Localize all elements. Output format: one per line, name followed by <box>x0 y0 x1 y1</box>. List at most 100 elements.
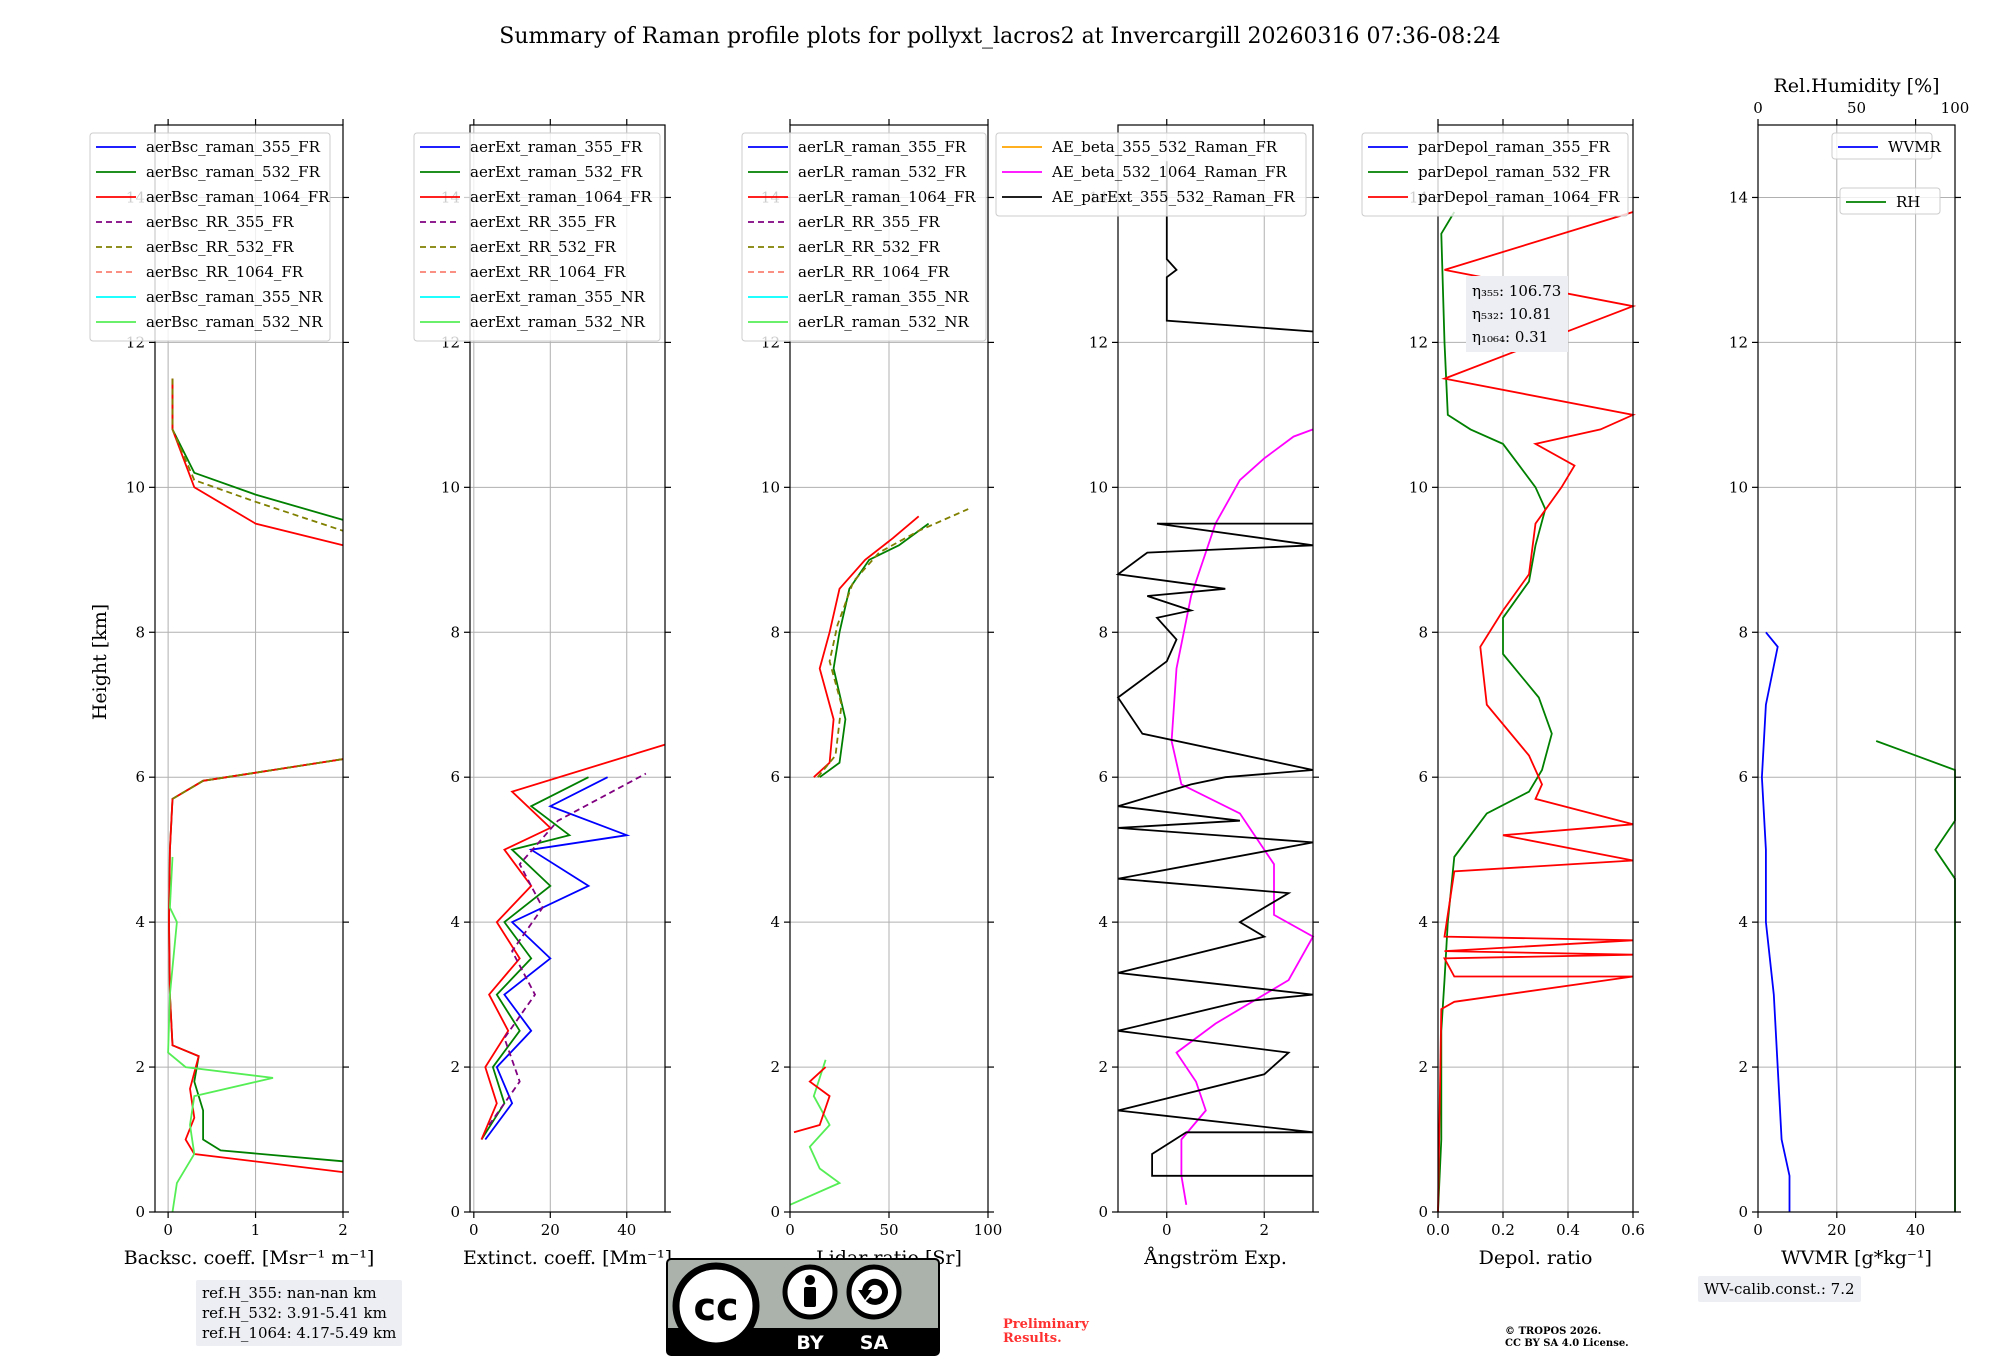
y-tick-label: 10 <box>126 478 145 496</box>
panel-wv: 0 20 40 0 2 4 6 8 10 12 14 WVMR [g*kg⁻¹] 0 50 100Rel.H… <box>1729 75 1969 1269</box>
eta-box <box>1466 276 1568 352</box>
x-tick-label: 40 <box>617 1221 636 1239</box>
axes-frame <box>1757 124 1956 1213</box>
series-ae-2 <box>1165 161 1314 333</box>
x-tick-label: 0.2 <box>1491 1221 1515 1239</box>
wv-calib-box: WV-calib.const.: 7.2 <box>1698 1276 1861 1302</box>
series-lr-2 <box>817 508 969 778</box>
panel-depol: 0.00.20.40.602468101214Depol. ratioparDe… <box>1361 119 1645 1269</box>
series-ext-1 <box>480 776 589 1140</box>
legend-label: aerLR_RR_532_FR <box>798 238 940 256</box>
y-tick-label: 0 <box>1418 1203 1428 1221</box>
y-tick-label: 10 <box>1089 478 1108 496</box>
x-tick-label: 40 <box>1906 1221 1925 1239</box>
y-tick-label: 0 <box>135 1203 145 1221</box>
series-lr-4 <box>793 1066 831 1134</box>
y-tick-label: 4 <box>1098 913 1108 931</box>
sa-icon <box>846 1264 902 1320</box>
y-tick-label: 8 <box>770 623 780 641</box>
panel-ae: 0202468101214Ångström Exp.AE_beta_355_53… <box>995 119 1319 1269</box>
legend-label: aerBsc_RR_532_FR <box>146 238 294 256</box>
y-tick-label: 10 <box>1729 478 1748 496</box>
legend: aerExt_raman_355_FR aerExt_raman_532_FRae… <box>413 132 661 342</box>
y-tick-label: 0 <box>770 1203 780 1221</box>
copyright-line-1: © TROPOS 2026. <box>1505 1326 1602 1337</box>
cc-by-sa-logo: cc BY SA <box>666 1258 940 1356</box>
preliminary-results-note: Preliminary Results. <box>1003 1317 1089 1346</box>
ref-h-532: ref.H_532: 3.91-5.41 km <box>202 1304 387 1322</box>
eta-value: η₅₃₂: 10.81 <box>1472 305 1552 323</box>
y-tick-label: 2 <box>770 1058 780 1076</box>
series-bsc-5 <box>171 378 344 547</box>
eta-value: η₁₀₆₄: 0.31 <box>1472 328 1548 346</box>
legend-label: aerBsc_raman_532_FR <box>146 163 321 181</box>
y-tick-label: 6 <box>450 768 460 786</box>
eta-value: η₃₅₅: 106.73 <box>1472 282 1561 300</box>
legend-frame <box>995 132 1307 217</box>
legend-label: WVMR <box>1888 138 1942 156</box>
y-tick-label: 2 <box>1418 1058 1428 1076</box>
legend: AE_beta_355_532_Raman_FR AE_beta_532_1064… <box>995 132 1307 217</box>
y-tick-label: 6 <box>1098 768 1108 786</box>
x-tick-label: 0 <box>1753 1221 1763 1239</box>
series-bsc-3 <box>167 856 274 1213</box>
y-tick-label: 12 <box>1729 333 1748 351</box>
series-ae-0 <box>1170 428 1315 1205</box>
legend: aerBsc_raman_355_FR aerBsc_raman_532_FRae… <box>89 132 331 342</box>
y-tick-label: 2 <box>1738 1058 1748 1076</box>
legend-frame <box>1831 132 1933 160</box>
legend-label: aerLR_raman_1064_FR <box>798 188 976 206</box>
legend-label: aerExt_raman_532_NR <box>470 313 646 331</box>
y-axis-label: Height [km] <box>89 604 111 720</box>
y-tick-label: 8 <box>1418 623 1428 641</box>
x-tick-label: 100 <box>974 1221 1003 1239</box>
legend: parDepol_raman_355_FR parDepol_raman_532_… <box>1361 132 1629 217</box>
ref-h-355: ref.H_355: nan-nan km <box>202 1284 377 1302</box>
x-tick-label: 0.0 <box>1426 1221 1450 1239</box>
legend-label: RH <box>1896 193 1920 211</box>
y-tick-label: 8 <box>1098 623 1108 641</box>
legend-label: aerLR_raman_355_NR <box>798 288 969 306</box>
cc-letters: cc <box>693 1285 738 1329</box>
top-tick-label: 100 <box>1941 99 1970 117</box>
x-tick-label: 0 <box>1162 1221 1172 1239</box>
axes-frame <box>154 124 344 1213</box>
legend-label: aerLR_RR_1064_FR <box>798 263 950 281</box>
legend-label: parDepol_raman_355_FR <box>1418 138 1611 156</box>
x-axis-label: WVMR [g*kg⁻¹] <box>1781 1247 1932 1269</box>
panel-bsc: 01202468101214Backsc. coeff. [Msr⁻¹ m⁻¹]… <box>89 119 374 1269</box>
y-tick-label: 6 <box>1418 768 1428 786</box>
legend-label: aerLR_raman_532_FR <box>798 163 967 181</box>
by-label: BY <box>796 1332 823 1354</box>
legend: WVMR RH <box>1831 132 1942 215</box>
legend: aerLR_raman_355_FR aerLR_raman_532_FR aerL… <box>741 132 987 342</box>
x-tick-label: 20 <box>1827 1221 1846 1239</box>
y-tick-label: 10 <box>441 478 460 496</box>
eta-annotations: η₃₅₅: 106.73 η₅₃₂: 10.81 η₁₀₆₄: 0.31 <box>1466 276 1568 352</box>
y-tick-label: 4 <box>770 913 780 931</box>
y-tick-label: 8 <box>135 623 145 641</box>
legend-label: parDepol_raman_532_FR <box>1418 163 1611 181</box>
series-bsc-1 <box>168 758 344 1173</box>
legend-label: aerExt_raman_355_NR <box>470 288 646 306</box>
copyright-note: © TROPOS 2026. CC BY SA 4.0 License. <box>1505 1326 1675 1350</box>
x-axis-label: Ångström Exp. <box>1143 1247 1287 1269</box>
legend-label: AE_parExt_355_532_Raman_FR <box>1051 188 1296 206</box>
sa-icon-arrow <box>861 1278 888 1305</box>
copyright-line-2: CC BY SA 4.0 License. <box>1505 1338 1629 1349</box>
series-ext-0 <box>484 776 631 1141</box>
x-tick-label: 0 <box>785 1221 795 1239</box>
legend-label: aerBsc_raman_532_NR <box>146 313 323 331</box>
legend-frame <box>741 132 987 342</box>
legend-label: aerExt_RR_355_FR <box>470 213 617 231</box>
x-tick-label: 1 <box>251 1221 261 1239</box>
legend-label: AE_beta_532_1064_Raman_FR <box>1051 163 1287 181</box>
x-tick-label: 2 <box>338 1221 348 1239</box>
y-tick-label: 4 <box>1738 913 1748 931</box>
sa-icon-arrowhead <box>858 1290 872 1300</box>
y-tick-label: 14 <box>1729 188 1748 206</box>
y-tick-label: 10 <box>761 478 780 496</box>
x-tick-label: 0 <box>469 1221 479 1239</box>
legend-frame <box>1839 187 1941 215</box>
